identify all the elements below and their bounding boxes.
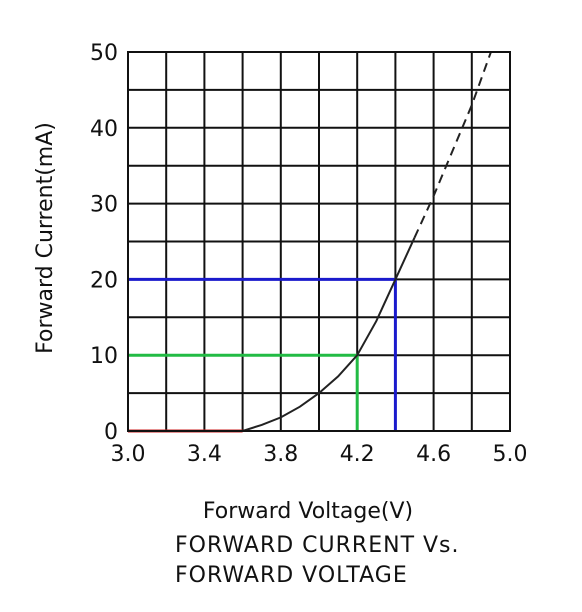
y-tick-label: 50 bbox=[90, 41, 118, 66]
y-tick-label: 40 bbox=[90, 117, 118, 142]
curve-measured bbox=[242, 237, 416, 432]
x-tick-label: 3.0 bbox=[111, 442, 146, 467]
x-tick-label: 3.4 bbox=[187, 442, 222, 467]
caption-line-1: FORWARD CURRENT Vs. bbox=[175, 533, 460, 558]
y-tick-label: 30 bbox=[90, 193, 118, 218]
caption-line-2: FORWARD VOLTAGE bbox=[175, 563, 408, 588]
iv-curve bbox=[242, 51, 492, 432]
x-tick-label: 4.2 bbox=[340, 442, 375, 467]
x-tick-label: 5.0 bbox=[493, 442, 528, 467]
y-tick-label: 0 bbox=[104, 420, 118, 445]
x-axis-ticks: 3.0 3.4 3.8 4.2 4.6 5.0 bbox=[111, 442, 528, 467]
grid bbox=[128, 52, 510, 431]
plot-frame bbox=[127, 51, 511, 432]
x-axis-title: Forward Voltage(V) bbox=[203, 499, 413, 524]
y-tick-label: 20 bbox=[90, 268, 118, 293]
x-tick-label: 3.8 bbox=[263, 442, 298, 467]
curve-extrapolated bbox=[413, 51, 492, 239]
reference-markers bbox=[128, 277, 397, 433]
y-axis-title: Forward Current(mA) bbox=[33, 122, 58, 354]
y-axis-ticks: 0 10 20 30 40 50 bbox=[90, 41, 118, 445]
y-tick-label: 10 bbox=[90, 344, 118, 369]
x-tick-label: 4.6 bbox=[416, 442, 451, 467]
